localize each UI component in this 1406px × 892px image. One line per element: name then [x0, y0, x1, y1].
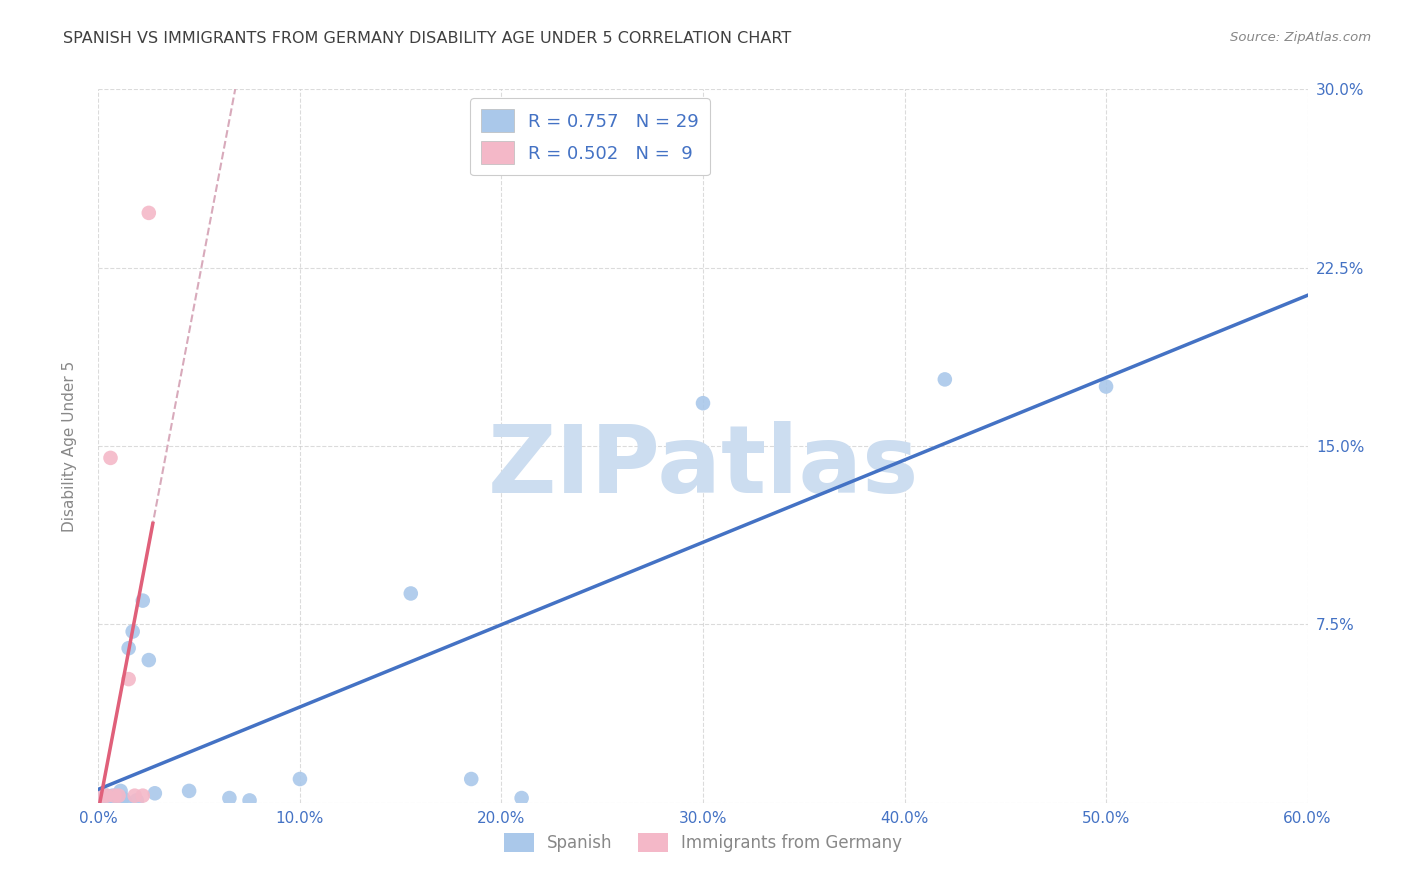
Point [107, 789, 129, 803]
Point [934, 372, 956, 386]
Point [118, 672, 141, 686]
Point [89, 791, 111, 805]
Point [118, 641, 141, 656]
Point [132, 593, 155, 607]
Point [96, 789, 118, 803]
Point [143, 786, 166, 800]
Point [132, 789, 155, 803]
Y-axis label: Disability Age Under 5: Disability Age Under 5 [62, 360, 77, 532]
Point [100, 793, 122, 807]
Point [101, 789, 124, 803]
Point [138, 206, 160, 220]
Point [91, 793, 114, 807]
Point [114, 793, 136, 807]
Point [103, 789, 125, 803]
Text: Source: ZipAtlas.com: Source: ZipAtlas.com [1230, 31, 1371, 45]
Point [124, 789, 146, 803]
Point [103, 791, 125, 805]
Point [510, 791, 533, 805]
Point [399, 586, 422, 600]
Point [97, 791, 120, 805]
Point [288, 772, 311, 786]
Point [91, 789, 114, 803]
Point [218, 791, 240, 805]
Point [125, 793, 148, 807]
Point [111, 791, 134, 805]
Point [460, 772, 482, 786]
Point [107, 793, 129, 807]
Point [692, 396, 714, 410]
Point [93, 793, 115, 807]
Text: ZIPatlas: ZIPatlas [488, 421, 918, 514]
Point [100, 450, 122, 465]
Point [110, 784, 132, 798]
Point [1095, 379, 1118, 393]
Text: SPANISH VS IMMIGRANTS FROM GERMANY DISABILITY AGE UNDER 5 CORRELATION CHART: SPANISH VS IMMIGRANTS FROM GERMANY DISAB… [63, 31, 792, 46]
Point [179, 784, 201, 798]
Legend: Spanish, Immigrants from Germany: Spanish, Immigrants from Germany [498, 826, 908, 859]
Point [138, 653, 160, 667]
Point [121, 624, 143, 639]
Point [105, 793, 128, 807]
Point [96, 789, 118, 803]
Point [239, 793, 262, 807]
